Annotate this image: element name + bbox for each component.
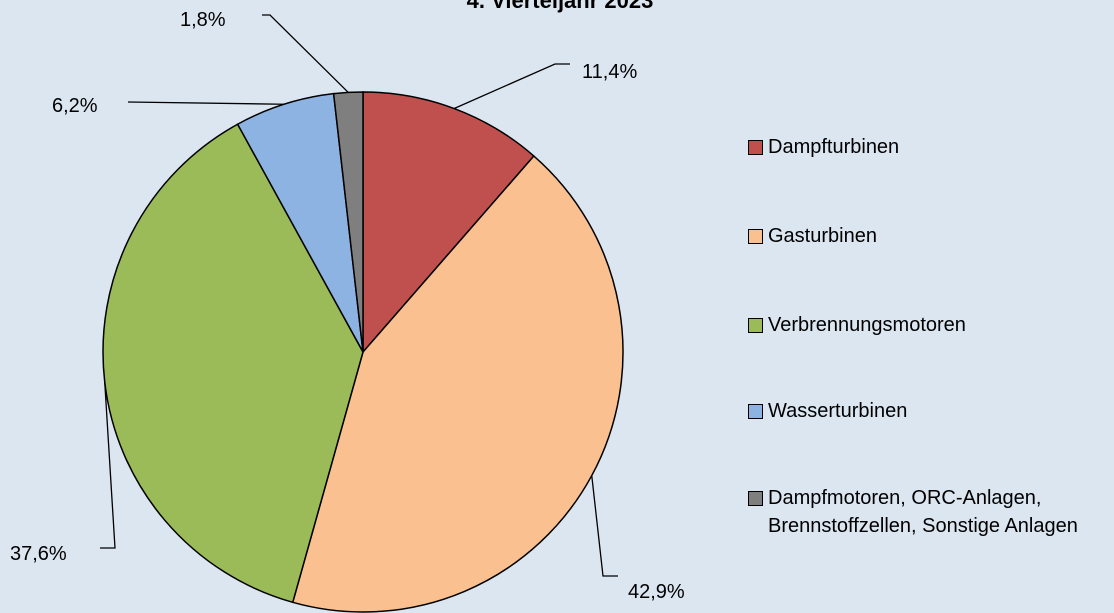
data-label: 1,8% (180, 9, 226, 31)
legend-swatch (748, 140, 763, 155)
legend-label: Dampfmotoren, ORC-Anlagen, Brennstoffzel… (768, 487, 1078, 537)
leader-line (127, 101, 285, 105)
legend-item: Dampfturbinen (748, 133, 1114, 161)
pie-slice (291, 154, 624, 613)
leader-line (100, 381, 116, 549)
data-label: 6,2% (52, 95, 98, 117)
legend-label: Verbrennungsmotoren (768, 314, 966, 336)
leader-line (453, 63, 570, 110)
legend-swatch (748, 491, 763, 506)
data-label: 11,4% (582, 61, 637, 83)
legend-label: Wasserturbinen (768, 400, 908, 422)
legend-swatch (748, 318, 763, 333)
legend-swatch (748, 404, 763, 419)
leader-line (262, 14, 349, 93)
legend-swatch (748, 229, 763, 244)
legend-item: Wasserturbinen (748, 397, 1114, 425)
data-label: 37,6% (10, 543, 67, 565)
legend-label: Gasturbinen (768, 225, 877, 247)
legend-label: Dampfturbinen (768, 136, 900, 158)
data-label: 42,9% (628, 581, 685, 603)
legend-item: Verbrennungsmotoren (748, 311, 1114, 339)
legend-item: Dampfmotoren, ORC-Anlagen, Brennstoffzel… (748, 484, 1114, 540)
chart-title: 4. Vierteljahr 2023 (467, 0, 654, 13)
leader-line (591, 475, 618, 577)
legend-item: Gasturbinen (748, 222, 1114, 250)
